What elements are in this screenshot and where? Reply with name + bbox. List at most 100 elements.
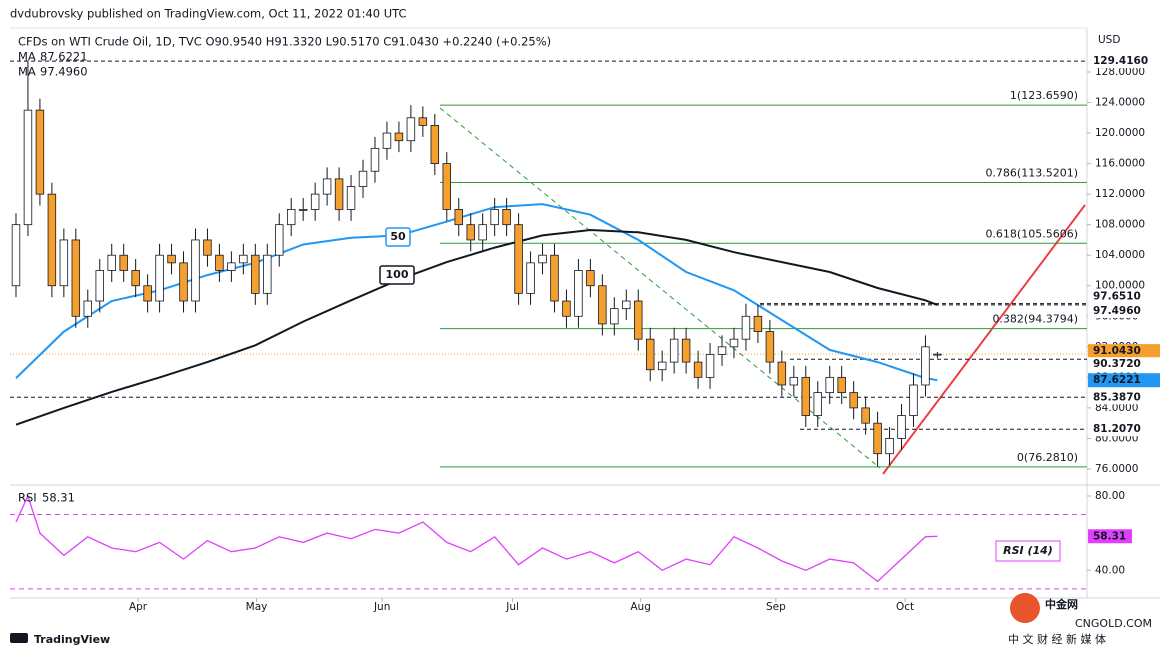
candle-body <box>454 209 463 226</box>
ma-tag: 100 <box>386 268 409 281</box>
candle-body <box>562 300 571 317</box>
candle-body <box>550 254 559 302</box>
candle-body <box>717 346 727 355</box>
x-tick-label: Sep <box>766 601 786 613</box>
price-badge <box>1088 422 1160 437</box>
candle-body <box>298 209 308 211</box>
candle-body <box>95 270 104 302</box>
fib-label: 0.618(105.5606) <box>985 227 1078 240</box>
trend-line <box>439 107 881 469</box>
candle-body <box>705 354 715 378</box>
rsi-title-box <box>995 540 1061 562</box>
y-tick-label: 124.0000 <box>1095 97 1145 109</box>
price-badge <box>1088 289 1160 304</box>
x-tick-label: May <box>246 601 268 613</box>
candle-body <box>933 353 942 356</box>
candle-body <box>538 254 547 264</box>
price-badge-label: 81.2070 <box>1093 423 1141 435</box>
candle-body <box>251 254 260 294</box>
candle-body <box>346 186 356 210</box>
candle-body <box>179 262 188 302</box>
candle-body <box>741 315 751 340</box>
y-tick-label: 116.0000 <box>1095 158 1145 170</box>
candle-body <box>59 239 69 287</box>
price-badge <box>1088 303 1160 318</box>
rsi-tick-label: 80.00 <box>1095 490 1125 502</box>
fib-label: 1(123.6590) <box>1010 89 1078 102</box>
candle-body <box>286 209 296 226</box>
candle-body <box>203 239 212 256</box>
candle-body <box>23 109 33 226</box>
price-badge-label: 87.6221 <box>1093 374 1141 386</box>
candle-body <box>777 361 787 386</box>
y-tick-label: 76.0000 <box>1095 463 1138 475</box>
candle-body <box>394 132 404 142</box>
x-tick-label: Oct <box>896 601 914 613</box>
legend-label: MA <box>18 65 36 79</box>
watermark-logo <box>1010 593 1040 623</box>
candle-body <box>765 331 775 363</box>
price-badge-label: 129.4160 <box>1093 55 1148 67</box>
legend-value: 97.4960 <box>40 65 88 79</box>
candle-body <box>514 224 523 294</box>
candle-body <box>921 346 930 386</box>
ma-tag-box <box>379 265 415 285</box>
candle-body <box>239 254 248 264</box>
logo <box>10 633 28 643</box>
candle-body <box>825 376 834 394</box>
candle-body <box>681 338 691 363</box>
x-tick-label: Jul <box>505 601 519 613</box>
ma-tag: 50 <box>390 230 406 243</box>
price-badge <box>1088 344 1160 359</box>
fib-label: 0.786(113.5201) <box>985 167 1078 180</box>
rsi-line <box>15 494 938 583</box>
candle-body <box>574 270 583 317</box>
candle-body <box>598 285 607 325</box>
candle-body <box>885 438 894 455</box>
candle-body <box>693 361 703 378</box>
price-badge-label: 85.3870 <box>1093 391 1141 403</box>
candle-body <box>167 254 176 264</box>
candle-body <box>442 163 452 210</box>
candle-body <box>849 392 858 409</box>
candle-body <box>490 209 499 226</box>
candle-body <box>71 239 81 317</box>
candle-body <box>897 415 906 439</box>
candle-body <box>191 239 200 302</box>
brand: TradingView <box>34 633 110 646</box>
rsi-name: RSI <box>18 491 37 505</box>
x-tick-label: Apr <box>129 601 148 613</box>
fib-label: 0(76.2810) <box>1017 451 1078 464</box>
candle-body <box>466 224 475 241</box>
candle-body <box>83 300 93 317</box>
y-tick-label: 104.0000 <box>1095 249 1145 261</box>
support-line <box>882 204 1086 475</box>
candle-body <box>418 117 428 126</box>
candle-body <box>729 338 739 348</box>
price-badge <box>1088 390 1160 405</box>
candle-body <box>382 132 392 149</box>
ma-tag-box <box>385 227 411 247</box>
rsi-tick-label: 40.00 <box>1095 564 1125 576</box>
price-badge <box>1088 373 1160 388</box>
price-badge <box>1088 357 1160 372</box>
candle-body <box>143 285 152 302</box>
candle-body <box>789 376 799 386</box>
candle-body <box>119 254 128 271</box>
candle-body <box>107 254 116 271</box>
watermark-subtitle: 中 文 财 经 新 媒 体 <box>1008 632 1106 646</box>
candle-body <box>47 193 57 287</box>
candle-body <box>406 117 416 142</box>
candle-body <box>334 178 344 210</box>
candle-body <box>310 193 320 210</box>
candle-body <box>215 254 224 271</box>
candle-body <box>813 392 822 416</box>
price-badge-label: 91.0430 <box>1093 345 1141 357</box>
candle-body <box>645 338 655 371</box>
candle-body <box>622 300 631 310</box>
candle-body <box>634 300 643 340</box>
fib-label: 0.382(94.3794) <box>992 313 1078 326</box>
candle-body <box>322 178 332 195</box>
candle-body <box>586 270 595 287</box>
